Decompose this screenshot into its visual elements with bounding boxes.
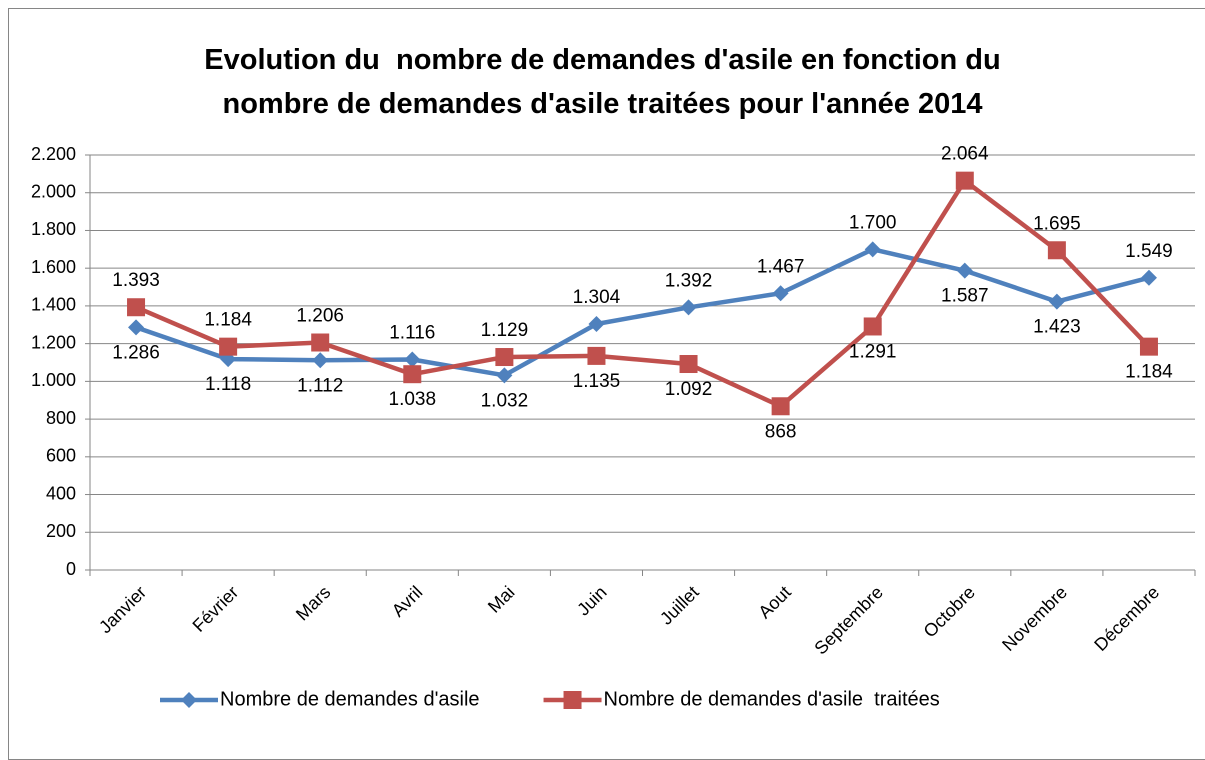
x-tick-label: Mai bbox=[484, 582, 519, 617]
data-label: 1.549 bbox=[1125, 241, 1173, 262]
y-tick-label: 1.000 bbox=[31, 370, 76, 390]
x-tick-label: Septembre bbox=[810, 582, 886, 658]
x-tick-label: Janvier bbox=[95, 582, 150, 637]
x-tick-label: Mars bbox=[292, 582, 334, 624]
marker bbox=[588, 316, 605, 333]
marker bbox=[680, 299, 697, 316]
marker bbox=[1047, 241, 1066, 260]
y-tick-label: 2.000 bbox=[31, 181, 76, 201]
y-tick-label: 2.200 bbox=[31, 144, 76, 164]
data-label: 1.116 bbox=[389, 322, 435, 343]
marker bbox=[312, 352, 329, 369]
marker bbox=[1048, 293, 1065, 310]
y-tick-label: 1.600 bbox=[31, 257, 76, 277]
data-label: 868 bbox=[765, 421, 797, 442]
data-label: 1.286 bbox=[112, 342, 160, 363]
data-label: 1.184 bbox=[1125, 362, 1173, 383]
data-label: 1.038 bbox=[389, 389, 437, 410]
x-tick-label: Aout bbox=[754, 582, 794, 622]
x-tick-label: Novembre bbox=[998, 582, 1071, 655]
marker bbox=[496, 367, 513, 384]
marker bbox=[772, 285, 789, 302]
marker bbox=[127, 298, 146, 317]
x-tick-label: Octobre bbox=[920, 582, 979, 641]
series-line bbox=[135, 247, 1150, 378]
marker bbox=[219, 337, 238, 356]
data-label: 2.064 bbox=[941, 144, 989, 165]
data-label: 1.467 bbox=[757, 256, 805, 277]
y-tick-label: 1.200 bbox=[31, 332, 76, 352]
marker bbox=[495, 348, 514, 367]
data-label: 1.587 bbox=[941, 286, 989, 307]
data-label: 1.423 bbox=[1033, 317, 1081, 338]
data-label: 1.304 bbox=[573, 287, 621, 308]
y-tick-label: 200 bbox=[46, 521, 76, 541]
legend-marker bbox=[563, 691, 582, 709]
data-label: 1.393 bbox=[112, 270, 160, 291]
data-label: 1.092 bbox=[665, 379, 713, 400]
data-label: 1.032 bbox=[481, 390, 529, 411]
marker bbox=[587, 346, 606, 365]
data-label: 1.291 bbox=[849, 341, 897, 362]
series-line bbox=[135, 178, 1151, 409]
legend-label: Nombre de demandes d'asile traitées bbox=[604, 688, 940, 710]
marker bbox=[1140, 269, 1157, 286]
x-tick-label: Décembre bbox=[1090, 582, 1163, 655]
data-label: 1.135 bbox=[573, 371, 621, 392]
y-tick-label: 1.800 bbox=[31, 219, 76, 239]
data-label: 1.118 bbox=[205, 374, 251, 395]
marker bbox=[311, 333, 330, 352]
data-label: 1.695 bbox=[1033, 213, 1081, 234]
data-label: 1.700 bbox=[849, 212, 897, 233]
chart-title: Evolution du nombre de demandes d'asile … bbox=[204, 44, 1001, 120]
data-label: 1.112 bbox=[297, 375, 343, 396]
data-label: 1.184 bbox=[204, 310, 252, 331]
x-tick-label: Juin bbox=[573, 582, 610, 619]
marker bbox=[1139, 337, 1158, 356]
y-tick-label: 0 bbox=[66, 559, 76, 579]
y-tick-label: 800 bbox=[46, 408, 76, 428]
x-tick-label: Février bbox=[189, 582, 243, 636]
marker bbox=[864, 241, 881, 258]
marker bbox=[404, 351, 421, 368]
legend-label: Nombre de demandes d'asile bbox=[220, 688, 480, 710]
marker bbox=[771, 397, 790, 416]
legend-marker bbox=[181, 692, 197, 708]
marker bbox=[863, 317, 882, 336]
data-label: 1.392 bbox=[665, 270, 713, 291]
x-tick-label: Juillet bbox=[656, 582, 703, 629]
data-label: 1.129 bbox=[481, 320, 529, 341]
marker bbox=[955, 171, 974, 190]
marker bbox=[128, 319, 145, 336]
marker bbox=[403, 365, 422, 384]
y-tick-label: 1.400 bbox=[31, 295, 76, 315]
x-tick-label: Avril bbox=[388, 582, 427, 621]
data-label: 1.206 bbox=[296, 306, 344, 327]
marker bbox=[956, 262, 973, 279]
y-tick-label: 600 bbox=[46, 446, 76, 466]
marker bbox=[679, 355, 698, 374]
y-tick-label: 400 bbox=[46, 483, 76, 503]
